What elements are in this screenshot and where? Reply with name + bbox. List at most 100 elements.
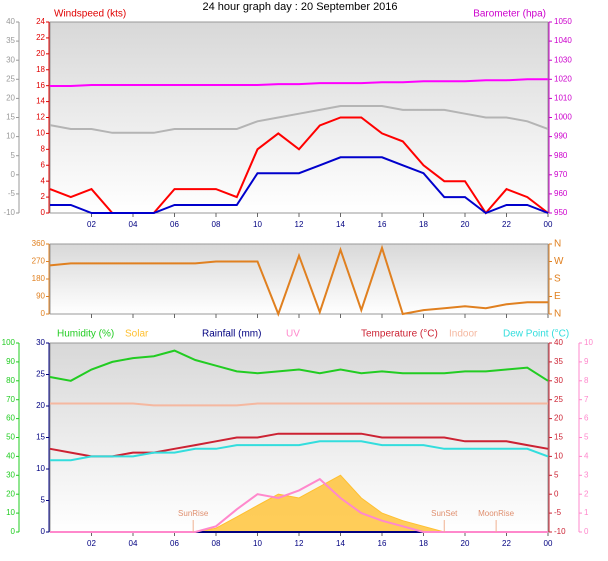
y-tick-label: 5 bbox=[554, 470, 559, 479]
y-tick-label: 35 bbox=[554, 357, 563, 366]
y-tick-label: 20 bbox=[36, 401, 45, 410]
x-tick-label: 20 bbox=[461, 539, 470, 548]
y-tick-label: 9 bbox=[584, 357, 589, 366]
x-tick-label: 02 bbox=[87, 220, 96, 229]
y-tick-label: 24 bbox=[36, 17, 45, 26]
y-tick-label: 60 bbox=[6, 414, 15, 423]
y-tick-label: 30 bbox=[6, 470, 15, 479]
x-tick-label: 08 bbox=[212, 539, 221, 548]
y-tick-label: 360 bbox=[32, 239, 46, 248]
y-tick-label: 0 bbox=[41, 309, 46, 318]
y-tick-label: 950 bbox=[554, 208, 568, 217]
legend-entry: Dew Point (°C) bbox=[503, 329, 569, 340]
y-tick-label: 3 bbox=[584, 470, 589, 479]
y-tick-label: 90 bbox=[36, 292, 45, 301]
y-tick-label: 22 bbox=[36, 33, 45, 42]
annotation: SunSet bbox=[431, 509, 458, 518]
y-tick-label: 1030 bbox=[554, 55, 572, 64]
y-axis-label: Windspeed (kts) bbox=[54, 9, 126, 20]
y-tick-label: 15 bbox=[554, 433, 563, 442]
line bbox=[50, 477, 548, 533]
y-tick-label: 0 bbox=[584, 527, 589, 536]
y2-axis-label: Barometer (hpa) bbox=[473, 9, 546, 20]
y-tick-label: 16 bbox=[36, 81, 45, 90]
y-tick-label: 1000 bbox=[554, 113, 572, 122]
line bbox=[49, 244, 548, 317]
y-tick-label: 15 bbox=[36, 433, 45, 442]
y-tick-label: 7 bbox=[584, 395, 589, 404]
x-tick-label: 06 bbox=[170, 220, 179, 229]
y-tick-label: N bbox=[554, 309, 561, 320]
line bbox=[50, 156, 549, 215]
y-tick-label: 30 bbox=[554, 376, 563, 385]
line bbox=[49, 432, 549, 458]
x-tick-label: 18 bbox=[419, 539, 428, 548]
y-tick-label: 1 bbox=[584, 508, 589, 517]
y-tick-label: 35 bbox=[6, 36, 15, 45]
x-tick-label: 20 bbox=[461, 220, 470, 229]
annotation: SunRise bbox=[178, 509, 209, 518]
y-tick-label: 5 bbox=[11, 151, 16, 160]
y-tick-label: 1010 bbox=[554, 94, 572, 103]
y-tick-label: 1020 bbox=[554, 74, 572, 83]
line bbox=[49, 105, 549, 134]
y-tick-label: 990 bbox=[554, 132, 568, 141]
y-tick-label: 10 bbox=[36, 129, 45, 138]
y-tick-label: 4 bbox=[41, 176, 46, 185]
x-tick-label: 12 bbox=[295, 220, 304, 229]
y-tick-label: 30 bbox=[36, 338, 45, 347]
y-tick-label: 0 bbox=[41, 527, 46, 536]
y-tick-label: 10 bbox=[6, 132, 15, 141]
y-tick-label: W bbox=[554, 256, 564, 267]
y-tick-label: 30 bbox=[6, 55, 15, 64]
annotation: MoonRise bbox=[478, 509, 515, 518]
y-tick-label: 20 bbox=[36, 49, 45, 58]
y-tick-label: 14 bbox=[36, 97, 45, 106]
y-tick-label: 90 bbox=[6, 357, 15, 366]
y-tick-label: 10 bbox=[36, 464, 45, 473]
y-tick-label: 25 bbox=[36, 370, 45, 379]
y-tick-label: 0 bbox=[554, 489, 559, 498]
y-tick-label: 180 bbox=[32, 274, 46, 283]
plot-background bbox=[49, 21, 549, 214]
y-tick-label: -10 bbox=[554, 527, 566, 536]
y-tick-label: 40 bbox=[554, 338, 563, 347]
legend-entry: Temperature (°C) bbox=[361, 329, 438, 340]
y-tick-label: 6 bbox=[41, 160, 46, 169]
x-tick-label: 16 bbox=[378, 220, 387, 229]
y-tick-label: 40 bbox=[6, 17, 15, 26]
x-tick-label: 12 bbox=[295, 539, 304, 548]
line bbox=[50, 78, 548, 87]
y-tick-label: 5 bbox=[584, 433, 589, 442]
x-tick-label: 04 bbox=[129, 539, 138, 548]
y-tick-label: S bbox=[554, 274, 561, 285]
y-tick-label: -5 bbox=[8, 189, 16, 198]
legend-entry: Solar bbox=[125, 329, 149, 340]
y-tick-label: 10 bbox=[554, 452, 563, 461]
y-tick-label: E bbox=[554, 291, 561, 302]
y-tick-label: 40 bbox=[6, 452, 15, 461]
y-tick-label: 25 bbox=[554, 395, 563, 404]
y-tick-label: 100 bbox=[2, 338, 16, 347]
y-tick-label: 8 bbox=[584, 376, 589, 385]
x-tick-label: 10 bbox=[253, 220, 262, 229]
legend-entry: Rainfall (mm) bbox=[202, 329, 261, 340]
x-tick-label: 14 bbox=[336, 220, 345, 229]
y-tick-label: 2 bbox=[41, 192, 46, 201]
line bbox=[50, 402, 548, 407]
y-tick-label: 960 bbox=[554, 189, 568, 198]
y-tick-label: 270 bbox=[32, 257, 46, 266]
y-tick-label: 18 bbox=[36, 65, 45, 74]
x-tick-label: 14 bbox=[336, 539, 345, 548]
line bbox=[50, 440, 549, 462]
y-tick-label: 0 bbox=[11, 170, 16, 179]
y-tick-label: 50 bbox=[6, 433, 15, 442]
x-tick-label: 22 bbox=[502, 220, 511, 229]
y-tick-label: -10 bbox=[3, 208, 15, 217]
y-tick-label: 20 bbox=[6, 94, 15, 103]
y-tick-label: 5 bbox=[41, 496, 46, 505]
y-tick-label: 12 bbox=[36, 113, 45, 122]
x-tick-label: 18 bbox=[419, 220, 428, 229]
y-tick-label: 1040 bbox=[554, 36, 572, 45]
y-tick-label: 980 bbox=[554, 151, 568, 160]
